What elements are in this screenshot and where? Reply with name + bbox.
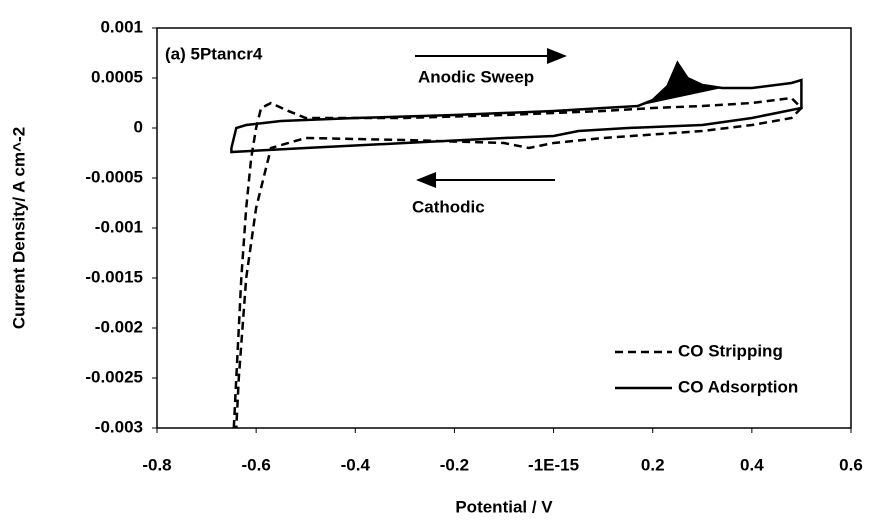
y-tick-label: 0.001 xyxy=(100,17,143,36)
annotation: (a) 5Ptancr4 xyxy=(165,44,263,63)
y-tick-label: -0.0015 xyxy=(85,267,143,286)
x-tick-label: 0.6 xyxy=(839,455,863,474)
x-tick-label: -0.2 xyxy=(440,455,469,474)
x-tick-label: -0.4 xyxy=(341,455,371,474)
y-tick-label: -0.002 xyxy=(95,317,143,336)
y-tick-label: -0.001 xyxy=(95,217,143,236)
annotation: Anodic Sweep xyxy=(418,67,534,86)
x-tick-label: 0.2 xyxy=(641,455,665,474)
legend-label: CO Stripping xyxy=(678,341,783,360)
x-tick-label: -0.6 xyxy=(241,455,270,474)
y-tick-label: -0.0025 xyxy=(85,367,143,386)
x-tick-label: -0.8 xyxy=(142,455,171,474)
x-tick-label: -1E-15 xyxy=(528,455,579,474)
y-tick-label: -0.0005 xyxy=(85,167,143,186)
y-tick-label: -0.003 xyxy=(95,417,143,436)
legend-label: CO Adsorption xyxy=(678,377,798,396)
x-tick-label: 0.4 xyxy=(740,455,764,474)
y-tick-label: 0 xyxy=(134,117,143,136)
x-axis-label: Potential / V xyxy=(455,497,553,516)
annotation: Cathodic xyxy=(412,197,485,216)
line-series xyxy=(230,60,803,154)
y-axis-label: Current Density/ A cm^-2 xyxy=(9,127,28,329)
y-tick-label: 0.0005 xyxy=(91,67,143,86)
